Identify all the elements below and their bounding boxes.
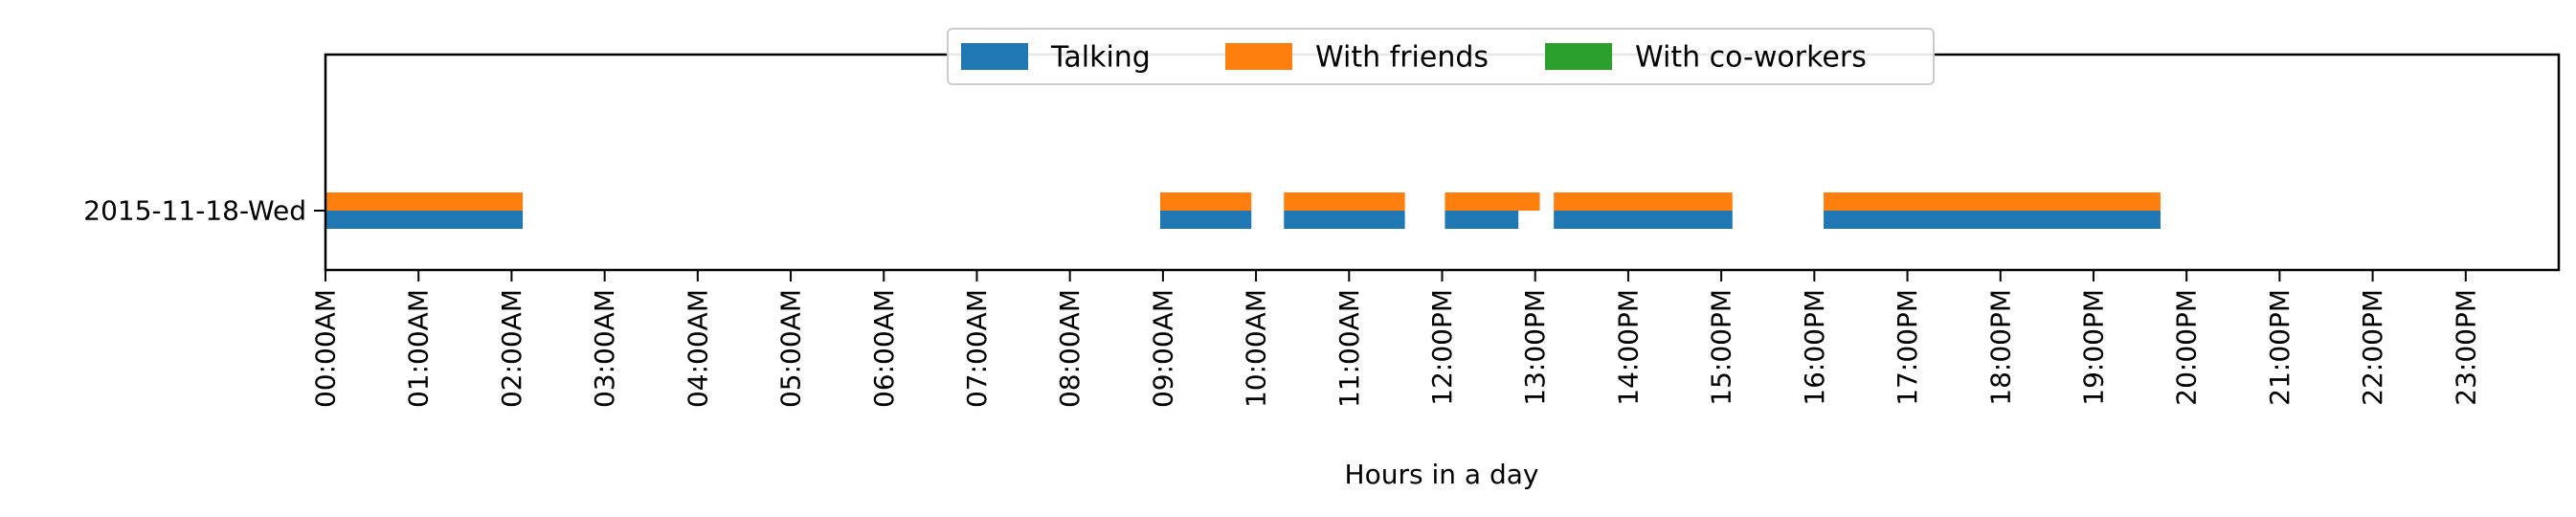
legend-label-1: With friends <box>1315 41 1489 75</box>
plot-frame <box>324 53 2561 272</box>
x-tick-label: 08:00AM <box>1054 289 1086 408</box>
x-tick-label: 23:00PM <box>2450 289 2481 406</box>
bar-talking-1 <box>1159 211 1252 229</box>
legend-swatch-0 <box>961 43 1028 70</box>
x-tick-label: 11:00AM <box>1333 289 1365 408</box>
x-tick-label: 12:00PM <box>1426 289 1458 406</box>
legend-swatch-1 <box>1225 43 1292 70</box>
x-tick-label: 06:00AM <box>868 289 900 408</box>
x-tick-label: 04:00AM <box>682 289 713 408</box>
legend-label-2: With co-workers <box>1635 41 1867 75</box>
x-tick-label: 14:00PM <box>1612 289 1644 406</box>
x-tick-label: 13:00PM <box>1519 289 1551 406</box>
x-tick-label: 00:00AM <box>310 289 342 408</box>
legend-box <box>947 28 1935 85</box>
bar-talking-4 <box>1554 211 1733 229</box>
legend-label-0: Talking <box>1050 41 1151 75</box>
bar-with-friends-0 <box>325 192 524 211</box>
x-tick-label: 10:00AM <box>1241 289 1272 408</box>
bar-talking-2 <box>1284 211 1405 229</box>
x-tick-label: 17:00PM <box>1892 289 1923 406</box>
x-tick-label: 15:00PM <box>1706 289 1737 406</box>
x-tick-label: 02:00AM <box>496 289 527 408</box>
bar-with-friends-1 <box>1159 192 1252 211</box>
x-tick-label: 09:00AM <box>1147 289 1178 408</box>
bar-with-friends-5 <box>1824 192 2161 211</box>
x-tick-label: 03:00AM <box>589 289 620 408</box>
x-tick-label: 19:00PM <box>2077 289 2109 406</box>
x-tick-label: 21:00PM <box>2264 289 2296 406</box>
bar-with-friends-2 <box>1284 192 1405 211</box>
x-tick-label: 01:00AM <box>403 289 435 408</box>
legend: Talking With friends With co-workers <box>947 28 1935 85</box>
x-axis-label: Hours in a day <box>1345 459 1539 490</box>
x-tick-label: 07:00AM <box>961 289 993 408</box>
bar-talking-5 <box>1824 211 2161 229</box>
x-tick-label: 18:00PM <box>1984 289 2016 406</box>
legend-swatch-2 <box>1545 43 1612 70</box>
bar-talking-0 <box>325 211 524 229</box>
x-tick-label: 05:00AM <box>775 289 807 408</box>
bar-talking-3 <box>1445 211 1519 229</box>
x-axis: 00:00AM 01:00AM 02:00AM 03:00AM 04:00AM 05:00… <box>310 270 2481 408</box>
bar-with-friends-3 <box>1445 192 1540 211</box>
y-axis: 2015-11-18-Wed <box>83 195 325 227</box>
y-tick-label: 2015-11-18-Wed <box>83 195 306 227</box>
x-tick-label: 22:00PM <box>2357 289 2388 406</box>
x-tick-label: 16:00PM <box>1799 289 1830 406</box>
bars-layer <box>325 192 2161 229</box>
x-tick-label: 20:00PM <box>2171 289 2203 406</box>
bar-with-friends-4 <box>1554 192 1733 211</box>
